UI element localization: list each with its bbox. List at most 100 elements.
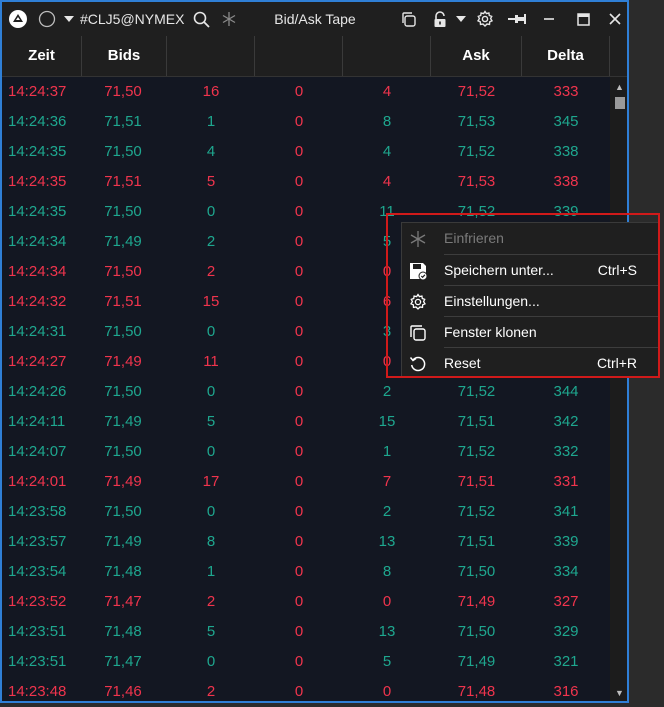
- menu-separator: [444, 285, 659, 286]
- cell-time: 14:23:48: [8, 683, 67, 700]
- table-row[interactable]: 14:24:34 71,50 2 0 0: [2, 257, 610, 287]
- cell-time: 14:24:32: [8, 293, 67, 310]
- pin-icon[interactable]: [505, 2, 529, 36]
- cell-delta: 321: [553, 653, 579, 670]
- scroll-thumb[interactable]: [615, 97, 625, 109]
- cell-ask-size: 4: [382, 173, 392, 190]
- table-row[interactable]: 14:24:07 71,50 0 0 1 71,52 332: [2, 437, 610, 467]
- table-row[interactable]: 14:24:11 71,49 5 0 15 71,51 342: [2, 407, 610, 437]
- table-row[interactable]: 14:24:36 71,51 1 0 8 71,53 345: [2, 107, 610, 137]
- table-row[interactable]: 14:23:52 71,47 2 0 0 71,49 327: [2, 587, 610, 617]
- cell-time: 14:24:07: [8, 443, 67, 460]
- table-row[interactable]: 14:24:34 71,49 2 0 5: [2, 227, 610, 257]
- table-row[interactable]: 14:24:26 71,50 0 0 2 71,52 344: [2, 377, 610, 407]
- table-header: Zeit Bids Ask Delta: [2, 36, 627, 77]
- cell-ask: 71,52: [457, 143, 496, 160]
- cell-delta: 339: [553, 203, 579, 220]
- cell-time: 14:23:51: [8, 623, 67, 640]
- cell-mid: 0: [294, 323, 304, 340]
- table-row[interactable]: 14:23:48 71,46 2 0 0 71,48 316: [2, 677, 610, 701]
- context-menu: Einfrieren Speichern unter... Ctrl+S Ein…: [401, 222, 660, 377]
- column-header-bid-size[interactable]: [167, 36, 255, 76]
- table-row[interactable]: 14:24:27 71,49 11 0 0: [2, 347, 610, 377]
- table-row[interactable]: 14:24:35 71,50 4 0 4 71,52 338: [2, 137, 610, 167]
- snowflake-icon: [408, 229, 428, 249]
- search-icon[interactable]: [190, 2, 212, 36]
- gear-icon[interactable]: [474, 2, 496, 36]
- cell-ask-size: 0: [382, 683, 392, 700]
- cell-time: 14:24:36: [8, 113, 67, 130]
- cell-ask-size: 2: [382, 503, 392, 520]
- column-header-ask-size[interactable]: [343, 36, 431, 76]
- cell-time: 14:24:34: [8, 233, 67, 250]
- cell-bid: 71,50: [104, 143, 142, 160]
- clone-icon: [408, 323, 428, 343]
- close-icon[interactable]: [605, 2, 625, 36]
- cell-bid: 71,47: [104, 593, 142, 610]
- cell-mid: 0: [294, 203, 304, 220]
- cell-delta: 331: [553, 473, 579, 490]
- scroll-down-icon[interactable]: ▼: [615, 688, 624, 698]
- cell-ask: 71,52: [457, 383, 496, 400]
- cell-time: 14:24:35: [8, 173, 67, 190]
- snowflake-icon[interactable]: [218, 2, 240, 36]
- table-row[interactable]: 14:24:01 71,49 17 0 7 71,51 331: [2, 467, 610, 497]
- cell-time: 14:23:57: [8, 533, 67, 550]
- cell-mid: 0: [294, 473, 304, 490]
- cell-bid-size: 17: [202, 473, 220, 490]
- app-logo-icon[interactable]: [6, 2, 30, 36]
- lock-icon[interactable]: [430, 2, 450, 36]
- table-row[interactable]: 14:24:35 71,51 5 0 4 71,53 338: [2, 167, 610, 197]
- circle-icon[interactable]: [36, 2, 58, 36]
- column-header-ask[interactable]: Ask: [431, 36, 522, 76]
- cell-mid: 0: [294, 353, 304, 370]
- cell-time: 14:24:37: [8, 83, 67, 100]
- cell-ask: 71,51: [457, 533, 496, 550]
- cell-ask-size: 13: [378, 623, 396, 640]
- cell-delta: 342: [553, 413, 579, 430]
- minimize-icon[interactable]: [539, 2, 559, 36]
- cell-ask: 71,52: [457, 83, 496, 100]
- cell-mid: 0: [294, 533, 304, 550]
- cell-ask-size: 4: [382, 143, 392, 160]
- cell-bid-size: 5: [206, 623, 216, 640]
- column-header-bids[interactable]: Bids: [82, 36, 167, 76]
- table-row[interactable]: 14:23:57 71,49 8 0 13 71,51 339: [2, 527, 610, 557]
- symbol-label[interactable]: #CLJ5@NYMEX: [80, 2, 190, 36]
- menu-item-label: Reset: [444, 355, 481, 371]
- table-row[interactable]: 14:24:37 71,50 16 0 4 71,52 333: [2, 77, 610, 107]
- menu-item-clone-window[interactable]: Fenster klonen: [402, 317, 659, 348]
- scroll-up-icon[interactable]: ▲: [615, 82, 624, 92]
- column-header-mid[interactable]: [255, 36, 343, 76]
- clone-icon[interactable]: [397, 2, 419, 36]
- lock-menu-chevron-icon[interactable]: [453, 2, 469, 36]
- cell-bid: 71,50: [104, 263, 142, 280]
- table-row[interactable]: 14:23:51 71,48 5 0 13 71,50 329: [2, 617, 610, 647]
- table-row[interactable]: 14:23:51 71,47 0 0 5 71,49 321: [2, 647, 610, 677]
- chevron-down-icon[interactable]: [61, 2, 77, 36]
- menu-item-label: Speichern unter...: [444, 262, 554, 278]
- table-row[interactable]: 14:23:58 71,50 0 0 2 71,52 341: [2, 497, 610, 527]
- cell-ask: 71,49: [457, 653, 496, 670]
- maximize-icon[interactable]: [572, 2, 594, 36]
- cell-mid: 0: [294, 143, 304, 160]
- cell-ask-size: 13: [378, 533, 396, 550]
- cell-time: 14:23:54: [8, 563, 67, 580]
- column-header-zeit[interactable]: Zeit: [2, 36, 82, 76]
- menu-item-save-as[interactable]: Speichern unter... Ctrl+S: [402, 255, 659, 286]
- cell-bid: 71,49: [104, 353, 142, 370]
- vertical-scrollbar[interactable]: ▲ ▼: [610, 77, 627, 701]
- window-title: Bid/Ask Tape: [250, 2, 380, 36]
- cell-ask: 71,52: [457, 503, 496, 520]
- cell-delta: 341: [553, 503, 579, 520]
- cell-bid-size: 8: [206, 533, 216, 550]
- menu-item-einfrieren[interactable]: Einfrieren: [402, 223, 659, 254]
- cell-ask-size: 5: [382, 653, 392, 670]
- table-row[interactable]: 14:23:54 71,48 1 0 8 71,50 334: [2, 557, 610, 587]
- menu-item-reset[interactable]: Reset Ctrl+R: [402, 348, 659, 379]
- cell-bid-size: 2: [206, 593, 216, 610]
- column-header-delta[interactable]: Delta: [522, 36, 610, 76]
- menu-item-settings[interactable]: Einstellungen...: [402, 286, 659, 317]
- table-row[interactable]: 14:24:35 71,50 0 0 11 71,52 339: [2, 197, 610, 227]
- menu-item-label: Einstellungen...: [444, 293, 540, 309]
